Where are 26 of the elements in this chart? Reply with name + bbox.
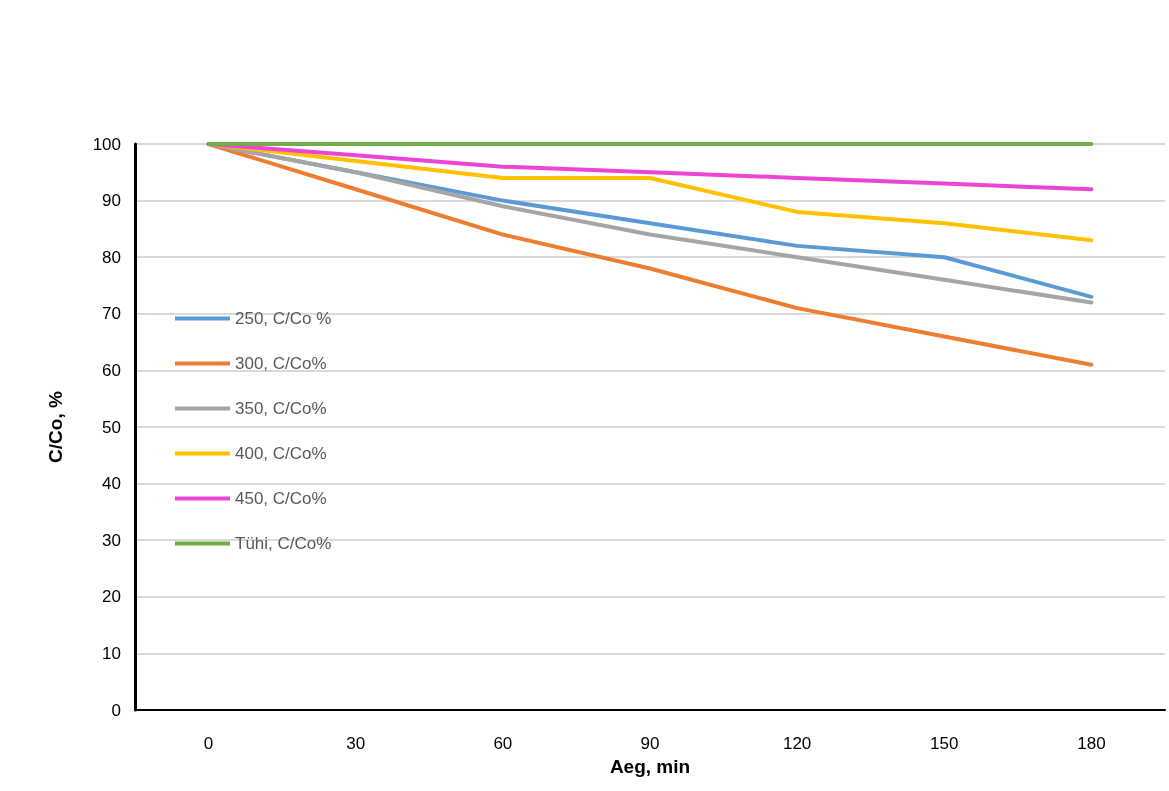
y-tick-label: 90 [102,191,121,211]
y-tick-label: 0 [111,700,121,720]
y-tick-label: 80 [102,247,121,267]
legend-label: 450, C/Co% [235,489,327,508]
y-tick-label: 20 [102,587,121,607]
y-tick-label: 10 [102,643,121,663]
x-tick-label: 0 [203,734,214,753]
x-tick-label: 150 [930,734,959,753]
x-tick-label: 90 [640,734,660,753]
x-tick-label: 60 [493,734,513,753]
y-tick-label: 100 [92,134,121,154]
y-tick-label: 70 [102,304,121,324]
y-tick-label: 60 [102,360,121,380]
legend-label: Tühi, C/Co% [235,534,332,553]
x-tick-label: 30 [346,734,366,753]
legend-label: 350, C/Co% [235,399,327,418]
y-tick-label: 40 [102,474,121,494]
x-tick-label: 180 [1077,734,1106,753]
legend-label: 400, C/Co% [235,444,327,463]
legend-label: 300, C/Co% [235,354,327,373]
legend-label: 250, C/Co % [235,309,332,328]
y-tick-label: 30 [102,530,121,550]
y-axis-title: C/Co, % [45,391,66,463]
y-tick-label: 50 [102,417,121,437]
x-axis-title: Aeg, min [609,755,691,777]
x-tick-label: 120 [782,734,812,753]
